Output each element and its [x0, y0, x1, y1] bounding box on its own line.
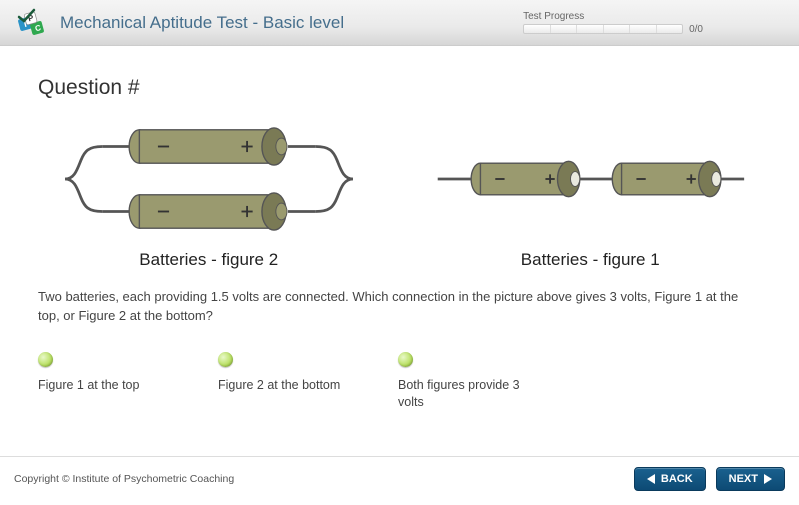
options-row: Figure 1 at the top Figure 2 at the bott…	[38, 352, 761, 412]
next-button[interactable]: NEXT	[716, 467, 785, 491]
arrow-right-icon	[764, 474, 772, 484]
figure-right: Batteries - figure 1	[420, 114, 762, 270]
question-title: Question #	[38, 76, 761, 100]
nav-buttons: BACK NEXT	[634, 467, 785, 491]
figure-left-image	[38, 114, 380, 244]
figures-row: Batteries - figure 2	[38, 114, 761, 270]
option-2[interactable]: Figure 2 at the bottom	[218, 352, 368, 412]
figure-left-caption: Batteries - figure 2	[139, 250, 278, 270]
back-button[interactable]: BACK	[634, 467, 706, 491]
progress-bar	[523, 24, 683, 34]
logo-icon: I C P	[16, 7, 48, 39]
option-2-label: Figure 2 at the bottom	[218, 377, 368, 395]
arrow-left-icon	[647, 474, 655, 484]
progress-section: Test Progress 0/0	[523, 11, 703, 35]
figure-right-image	[420, 114, 762, 244]
option-3[interactable]: Both figures provide 3 volts	[398, 352, 548, 412]
progress-label: Test Progress	[523, 11, 703, 22]
figure-left: Batteries - figure 2	[38, 114, 380, 270]
radio-icon[interactable]	[398, 352, 413, 367]
app-title: Mechanical Aptitude Test - Basic level	[60, 13, 344, 33]
progress-text: 0/0	[689, 24, 703, 35]
question-panel: Question #	[0, 46, 799, 456]
figure-right-caption: Batteries - figure 1	[521, 250, 660, 270]
footer-bar: Copyright © Institute of Psychometric Co…	[0, 456, 799, 501]
next-button-label: NEXT	[729, 473, 758, 485]
option-1-label: Figure 1 at the top	[38, 377, 188, 395]
radio-icon[interactable]	[38, 352, 53, 367]
copyright-text: Copyright © Institute of Psychometric Co…	[14, 473, 234, 485]
option-1[interactable]: Figure 1 at the top	[38, 352, 188, 412]
radio-icon[interactable]	[218, 352, 233, 367]
header-bar: I C P Mechanical Aptitude Test - Basic l…	[0, 0, 799, 46]
back-button-label: BACK	[661, 473, 693, 485]
option-3-label: Both figures provide 3 volts	[398, 377, 548, 412]
question-text: Two batteries, each providing 1.5 volts …	[38, 288, 761, 326]
